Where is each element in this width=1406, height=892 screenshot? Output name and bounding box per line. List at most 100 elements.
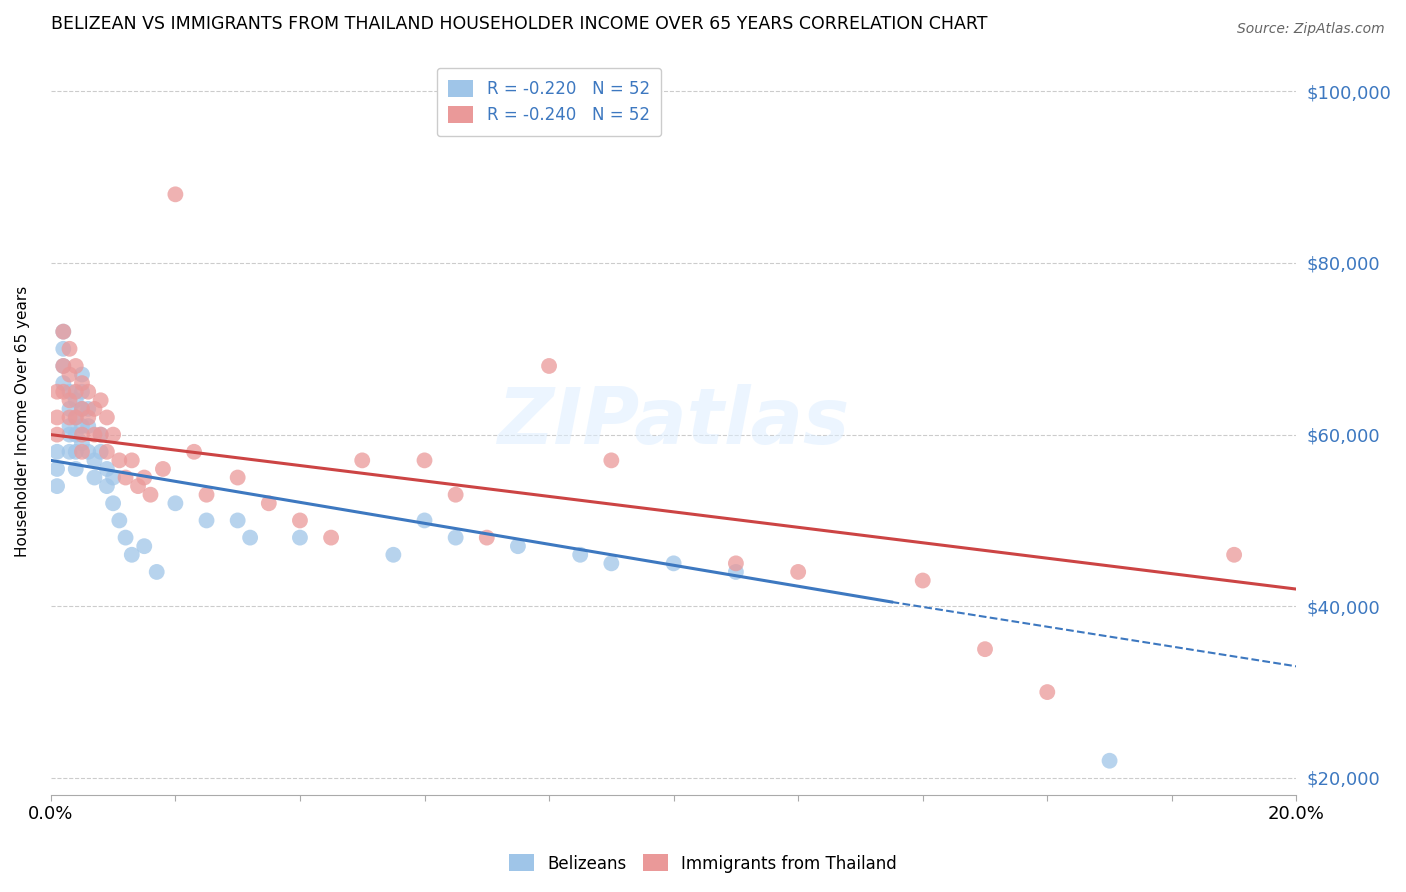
Point	[65, 427, 87, 442]
Point	[319, 531, 342, 545]
Point	[70, 401, 93, 416]
Point	[114, 531, 136, 545]
Point	[52, 359, 75, 373]
Point	[65, 462, 87, 476]
Point	[70, 436, 93, 450]
Point	[226, 513, 249, 527]
Point	[46, 427, 69, 442]
Point	[90, 393, 112, 408]
Point	[195, 488, 218, 502]
Point	[1098, 754, 1121, 768]
Point	[152, 462, 174, 476]
Point	[288, 513, 311, 527]
Point	[413, 453, 436, 467]
Point	[83, 427, 105, 442]
Text: ZIPatlas: ZIPatlas	[498, 384, 849, 459]
Point	[974, 642, 997, 657]
Point	[226, 470, 249, 484]
Point	[65, 393, 87, 408]
Point	[52, 325, 75, 339]
Point	[108, 453, 131, 467]
Point	[77, 419, 100, 434]
Point	[52, 376, 75, 391]
Point	[77, 384, 100, 399]
Point	[90, 427, 112, 442]
Point	[101, 496, 124, 510]
Point	[101, 470, 124, 484]
Point	[52, 384, 75, 399]
Point	[724, 565, 747, 579]
Point	[288, 531, 311, 545]
Point	[65, 410, 87, 425]
Point	[96, 462, 118, 476]
Point	[83, 401, 105, 416]
Legend: R = -0.220   N = 52, R = -0.240   N = 52: R = -0.220 N = 52, R = -0.240 N = 52	[437, 68, 661, 136]
Point	[195, 513, 218, 527]
Point	[114, 470, 136, 484]
Point	[475, 531, 498, 545]
Point	[352, 453, 374, 467]
Point	[70, 401, 93, 416]
Point	[134, 470, 156, 484]
Point	[70, 384, 93, 399]
Point	[90, 444, 112, 458]
Point	[70, 427, 93, 442]
Point	[121, 548, 143, 562]
Point	[1223, 548, 1246, 562]
Point	[58, 444, 80, 458]
Point	[90, 427, 112, 442]
Point	[52, 359, 75, 373]
Point	[121, 453, 143, 467]
Text: BELIZEAN VS IMMIGRANTS FROM THAILAND HOUSEHOLDER INCOME OVER 65 YEARS CORRELATIO: BELIZEAN VS IMMIGRANTS FROM THAILAND HOU…	[51, 15, 987, 33]
Point	[538, 359, 561, 373]
Point	[58, 393, 80, 408]
Point	[46, 444, 69, 458]
Point	[58, 427, 80, 442]
Point	[911, 574, 934, 588]
Point	[382, 548, 405, 562]
Point	[413, 513, 436, 527]
Point	[70, 444, 93, 458]
Point	[77, 444, 100, 458]
Point	[52, 342, 75, 356]
Point	[70, 368, 93, 382]
Point	[108, 513, 131, 527]
Point	[239, 531, 262, 545]
Point	[96, 444, 118, 458]
Point	[96, 479, 118, 493]
Point	[600, 557, 623, 571]
Point	[165, 496, 187, 510]
Point	[52, 325, 75, 339]
Legend: Belizeans, Immigrants from Thailand: Belizeans, Immigrants from Thailand	[502, 847, 904, 880]
Point	[70, 419, 93, 434]
Point	[257, 496, 280, 510]
Point	[58, 342, 80, 356]
Point	[101, 427, 124, 442]
Point	[183, 444, 205, 458]
Point	[506, 539, 529, 553]
Point	[46, 479, 69, 493]
Point	[65, 384, 87, 399]
Point	[444, 488, 467, 502]
Point	[58, 410, 80, 425]
Point	[444, 531, 467, 545]
Point	[127, 479, 149, 493]
Point	[83, 453, 105, 467]
Y-axis label: Householder Income Over 65 years: Householder Income Over 65 years	[15, 286, 30, 558]
Point	[145, 565, 167, 579]
Point	[787, 565, 810, 579]
Point	[58, 368, 80, 382]
Point	[1036, 685, 1059, 699]
Point	[58, 384, 80, 399]
Point	[65, 359, 87, 373]
Point	[134, 539, 156, 553]
Point	[46, 384, 69, 399]
Point	[58, 401, 80, 416]
Point	[662, 557, 685, 571]
Point	[165, 187, 187, 202]
Point	[77, 401, 100, 416]
Point	[46, 410, 69, 425]
Point	[569, 548, 592, 562]
Point	[65, 410, 87, 425]
Point	[77, 410, 100, 425]
